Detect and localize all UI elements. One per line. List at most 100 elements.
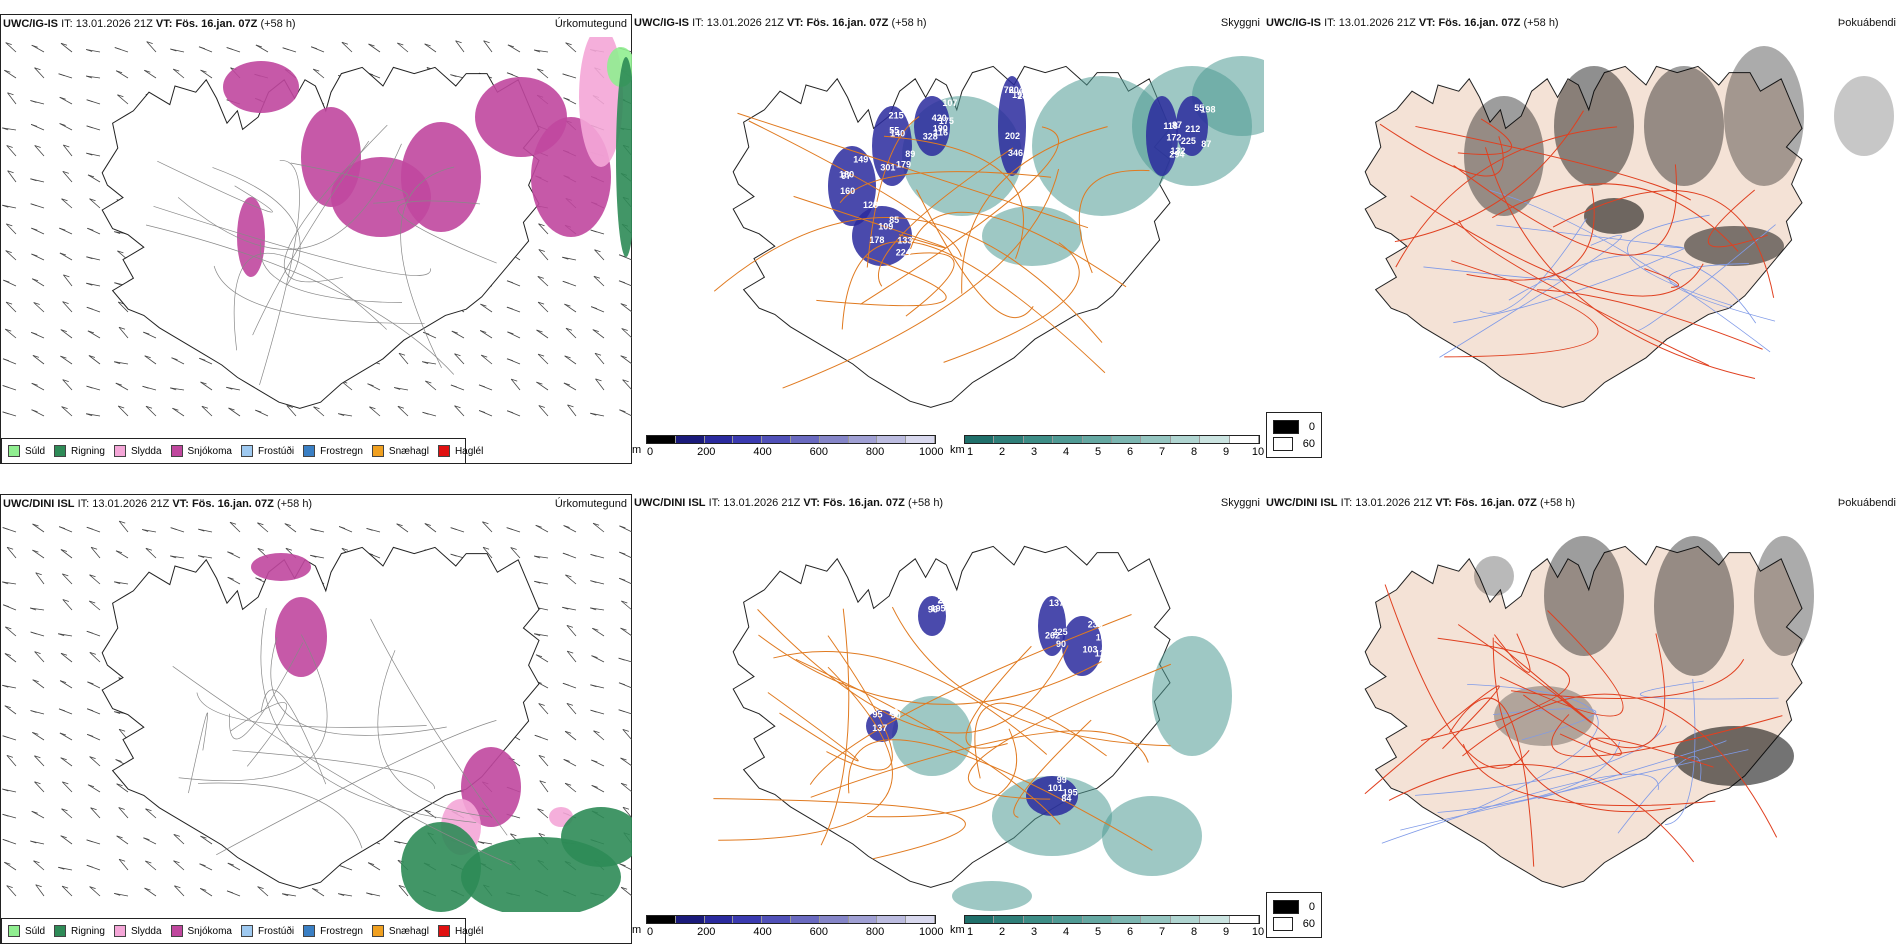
legend-swatch <box>437 445 450 457</box>
legend-label: Súld <box>25 925 46 937</box>
low-ceiling-area <box>1146 96 1178 176</box>
fog-key-row: 60 <box>1273 437 1315 451</box>
roads <box>713 112 1150 389</box>
ceiling-value-label: 224 <box>896 248 911 258</box>
ceiling-value-label: 84 <box>1061 794 1071 804</box>
colorbar-tick: 800 <box>865 926 885 938</box>
colorbar-tick: 1000 <box>919 926 944 938</box>
ceiling-value-label: 97 <box>841 171 851 181</box>
roads <box>1364 584 1783 867</box>
ceiling-value-label: 328 <box>923 131 938 141</box>
ceiling-value-label: 118 <box>1163 121 1178 131</box>
precip-area <box>616 57 633 257</box>
colorbar-tick: 7 <box>1158 446 1166 458</box>
colorbar-tick: 6 <box>1126 446 1134 458</box>
fog-area <box>1474 556 1514 596</box>
legend-label: Slydda <box>130 925 162 937</box>
ceiling-value-label: 193 <box>1012 90 1027 100</box>
legend-item: Haglél <box>437 445 483 457</box>
colorbar-unit: m <box>632 924 642 936</box>
ceiling-value-label: 195 <box>1063 788 1078 798</box>
ceiling-value-label: 262 <box>1045 631 1060 641</box>
ceiling-value-label: 149 <box>853 155 868 165</box>
fog-key-label: 60 <box>1302 918 1315 930</box>
panel-title: Þokuábendi <box>1837 497 1896 509</box>
legend-item: Snæhagl <box>371 925 429 937</box>
low-visibility-area <box>982 206 1082 266</box>
ceiling-value-label: 70 <box>888 707 898 717</box>
ceiling-value-label: 202 <box>1005 131 1020 141</box>
ceiling-value-label: 95 <box>873 710 883 720</box>
legend-swatch <box>240 925 253 937</box>
ceiling-value-label: 294 <box>1169 149 1184 159</box>
low-visibility-area <box>1152 636 1232 756</box>
legend-swatch <box>303 445 316 457</box>
fog-area <box>1654 536 1734 676</box>
fog-area <box>1544 536 1624 656</box>
low-ceiling-area <box>828 146 876 226</box>
low-ceiling-area <box>1062 616 1102 676</box>
precip-type-panel-top: UWC/IG-IS IT: 13.01.2026 21Z VT: Fös. 16… <box>0 14 633 464</box>
ceiling-value-label: 175 <box>939 116 954 126</box>
colorbar-tick: 200 <box>697 446 716 458</box>
legend-item: Slydda <box>113 445 162 457</box>
low-ceiling-area <box>1038 596 1066 656</box>
colorbar-tick: 600 <box>809 926 828 938</box>
legend-swatch <box>8 925 20 937</box>
legend-swatch <box>113 445 126 457</box>
colorbar-tick: 400 <box>753 926 772 938</box>
colorbar-tick: 4 <box>1062 446 1070 458</box>
colorbar-tick: 9 <box>1222 446 1230 458</box>
precip-area <box>401 122 481 232</box>
ceiling-value-label: 212 <box>1185 124 1200 134</box>
low-ceiling-area <box>1176 96 1208 156</box>
iceland-coastline <box>101 546 540 889</box>
legend-swatch <box>170 925 183 937</box>
ceiling-value-label: 99 <box>1057 775 1067 785</box>
fog-indicator-panel-top: UWC/IG-IS IT: 13.01.2026 21Z VT: Fös. 16… <box>1264 14 1900 464</box>
fog-key-row: 0 <box>1273 420 1315 434</box>
legend-label: Frostúði <box>257 925 295 937</box>
colorbar-tick: 2 <box>998 926 1006 938</box>
fog-area <box>1644 66 1724 186</box>
ceiling-bar-colorbar: 0 200 400 600 800 1000 m <box>632 435 944 460</box>
ceiling-value-label: 225 <box>1181 136 1196 146</box>
ceiling-value-label: 346 <box>1008 148 1023 158</box>
low-ceiling-area <box>998 76 1026 176</box>
ceiling-value-label: 55 <box>1194 103 1204 113</box>
low-visibility-area <box>892 696 972 776</box>
low-visibility-area <box>1102 796 1202 876</box>
legend-item: Frostúði <box>240 925 295 937</box>
colorbar-tick: 5 <box>1094 446 1102 458</box>
roads <box>713 606 1172 860</box>
colorbar-tick: 7 <box>1158 926 1166 938</box>
fog-area <box>1674 726 1794 786</box>
legend-label: Frostúði <box>257 445 295 457</box>
colorbar-tick: 3 <box>1030 926 1038 938</box>
legend-swatch <box>8 445 20 457</box>
legend-swatch <box>371 445 384 457</box>
ceiling-visibility-panel-top: UWC/IG-IS IT: 13.01.2026 21Z VT: Fös. 16… <box>632 14 1264 464</box>
colorbar-tick: 3 <box>1030 446 1038 458</box>
legend-swatch <box>170 445 183 457</box>
ceiling-value-label: 180 <box>839 169 854 179</box>
colorbar-tick: 9 <box>1222 926 1230 938</box>
ceiling-value-label: 110 <box>1095 648 1110 658</box>
ceiling-value-label: 85 <box>889 215 899 225</box>
colorbar-unit: m <box>632 444 642 456</box>
ceiling-value-label: 132 <box>1170 146 1185 156</box>
colorbar-unit: km <box>950 444 965 456</box>
fog-index-key: 0 60 <box>1266 412 1322 458</box>
legend-swatch <box>113 925 126 937</box>
ceiling-value-label: 109 <box>878 222 893 232</box>
legend-label: Rigning <box>71 445 105 457</box>
colorbar-tick: 2 <box>998 446 1006 458</box>
low-ceiling-area <box>872 106 912 186</box>
legend-item: Haglél <box>437 925 483 937</box>
fog-key-label: 0 <box>1308 421 1315 433</box>
precip-area <box>275 597 327 677</box>
colorbar-tick: 6 <box>1126 926 1134 938</box>
panel-header: UWC/IG-IS IT: 13.01.2026 21Z VT: Fös. 16… <box>1266 17 1559 29</box>
ceiling-visibility-panel-bottom: UWC/DINI ISL IT: 13.01.2026 21Z VT: Fös.… <box>632 494 1264 944</box>
precip-type-legend: Súld Rigning Slydda Snjókoma Frostúði Frostre… <box>1 918 483 944</box>
